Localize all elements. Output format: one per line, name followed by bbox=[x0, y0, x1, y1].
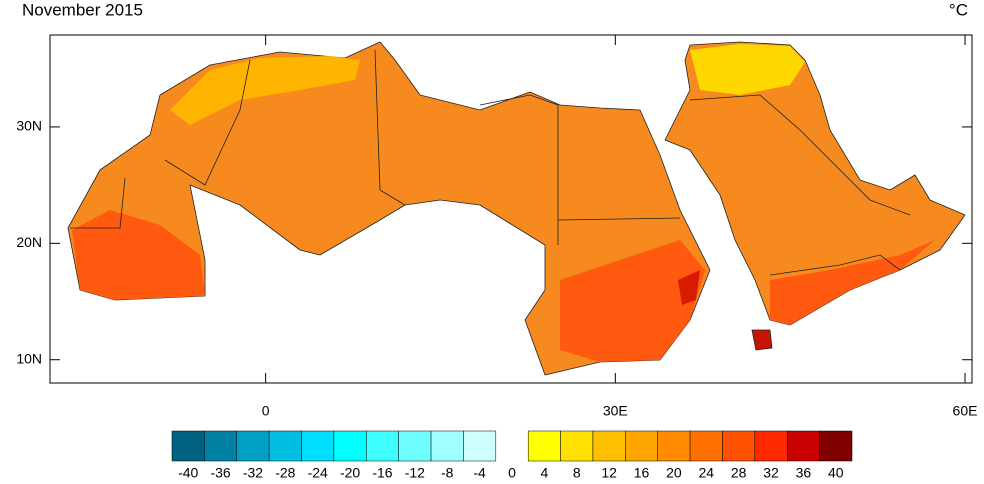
border bbox=[374, 49, 406, 206]
colorbar-box bbox=[754, 430, 788, 462]
colorbar-label: -20 bbox=[340, 465, 360, 481]
colorbar-label: -8 bbox=[441, 465, 454, 481]
land bbox=[67, 41, 966, 376]
colorbar-label: -40 bbox=[178, 465, 198, 481]
border bbox=[557, 217, 681, 221]
colorbar-box bbox=[301, 430, 335, 462]
lon-label: 0 bbox=[262, 403, 270, 419]
colorbar-label: 40 bbox=[828, 465, 844, 481]
colorbar-box bbox=[527, 430, 561, 462]
colorbar-label: 20 bbox=[666, 465, 682, 481]
colorbar-box bbox=[366, 430, 399, 462]
west-patch bbox=[72, 210, 205, 300]
colorbar-box bbox=[786, 430, 820, 462]
colorbar-box bbox=[689, 430, 723, 462]
arabian-peninsula bbox=[664, 41, 966, 326]
colorbar-box bbox=[560, 430, 594, 462]
colorbar-label: 36 bbox=[796, 465, 812, 481]
north-yellow bbox=[170, 56, 360, 125]
border bbox=[70, 177, 126, 229]
horn-coast bbox=[751, 329, 773, 351]
colorbar-box bbox=[722, 430, 756, 462]
colorbar-box bbox=[592, 430, 626, 462]
sudan-patch bbox=[560, 240, 705, 362]
border bbox=[689, 94, 911, 216]
colorbar-label: 0 bbox=[508, 465, 516, 481]
colorbar-label: -16 bbox=[372, 465, 392, 481]
colorbar-label: 4 bbox=[540, 465, 548, 481]
map-frame bbox=[49, 34, 973, 384]
colorbar-box bbox=[171, 430, 205, 462]
colorbar-box bbox=[463, 430, 497, 462]
colorbar-label: -24 bbox=[308, 465, 328, 481]
colorbar-box bbox=[398, 430, 432, 462]
border bbox=[164, 59, 251, 186]
colorbar-label: 32 bbox=[763, 465, 779, 481]
colorbar-label: -12 bbox=[405, 465, 425, 481]
border bbox=[479, 94, 559, 245]
colorbar-label: 8 bbox=[573, 465, 581, 481]
colorbar-box bbox=[657, 430, 691, 462]
colorbar-box bbox=[819, 430, 853, 462]
colorbar-box bbox=[333, 430, 367, 462]
map-title: November 2015 bbox=[22, 0, 143, 19]
colorbar-label: 12 bbox=[601, 465, 617, 481]
colorbar-label: -4 bbox=[473, 465, 486, 481]
colorbar-label: 16 bbox=[634, 465, 650, 481]
colorbar-label: 24 bbox=[698, 465, 714, 481]
levant-yellow bbox=[690, 44, 805, 95]
units-label: °C bbox=[949, 0, 968, 19]
lon-label: 30E bbox=[603, 403, 628, 419]
colorbar-label: 28 bbox=[731, 465, 747, 481]
colorbar-box bbox=[236, 430, 270, 462]
colorbar-label: -36 bbox=[210, 465, 230, 481]
colorbar-label: -32 bbox=[243, 465, 263, 481]
colorbar-label: -28 bbox=[275, 465, 295, 481]
lat-label: 20N bbox=[16, 234, 42, 250]
coast-patch bbox=[678, 270, 700, 305]
yemen-patch bbox=[770, 240, 935, 325]
colorbar-box bbox=[268, 430, 302, 462]
lon-label: 60E bbox=[953, 403, 978, 419]
colorbar-box bbox=[625, 430, 658, 462]
lat-label: 10N bbox=[16, 350, 42, 366]
colorbar-box bbox=[204, 430, 238, 462]
colorbar-box bbox=[430, 430, 464, 462]
lat-label: 30N bbox=[16, 118, 42, 134]
border bbox=[769, 254, 901, 276]
